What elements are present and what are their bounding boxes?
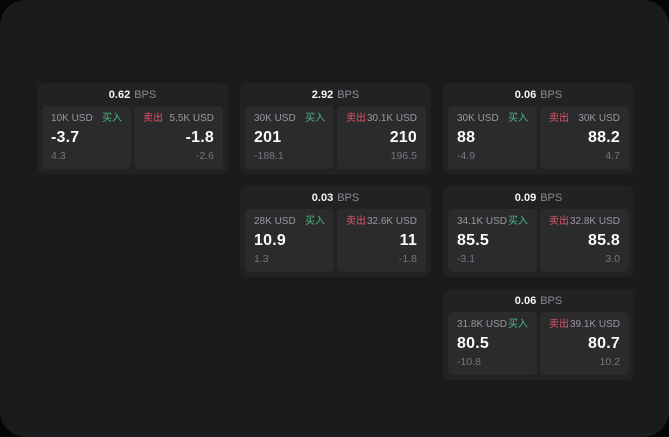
sell-secondary-value: 4.7 — [605, 150, 620, 162]
quote-panels: 28K USD 买入 10.9 1.3 卖出 32.6K USD 11 -1.8 — [245, 209, 426, 272]
bps-value: 0.06 — [514, 89, 537, 101]
buy-secondary-value: -3.1 — [457, 253, 476, 265]
bps-unit-label: BPS — [540, 89, 563, 101]
bps-unit-label: BPS — [540, 295, 563, 307]
sell-side-label: 卖出 — [346, 113, 366, 124]
bps-unit-label: BPS — [337, 192, 360, 204]
quote-card: 0.06 BPS 31.8K USD 买入 80.5 -10.8 卖出 39.1… — [443, 289, 634, 380]
bps-header: 0.09 BPS — [448, 186, 629, 209]
bps-header: 0.03 BPS — [245, 186, 426, 209]
bps-header: 0.06 BPS — [448, 83, 629, 106]
buy-secondary-value: -188.1 — [254, 150, 284, 162]
quote-cards-grid: 0.62 BPS 10K USD 买入 -3.7 4.3 卖出 5.5K USD… — [37, 83, 634, 380]
buy-quote-tile[interactable]: 31.8K USD 买入 80.5 -10.8 — [448, 312, 537, 375]
sell-quote-tile[interactable]: 卖出 5.5K USD -1.8 -2.6 — [134, 106, 223, 169]
sell-price: 80.7 — [588, 334, 620, 352]
bps-unit-label: BPS — [134, 89, 157, 101]
sell-amount: 32.6K USD — [366, 216, 417, 227]
quote-panels: 34.1K USD 买入 85.5 -3.1 卖出 32.8K USD 85.8… — [448, 209, 629, 272]
buy-amount: 28K USD — [254, 216, 296, 227]
sell-amount: 39.1K USD — [569, 319, 620, 330]
sell-amount: 30.1K USD — [366, 113, 417, 124]
bps-value: 0.06 — [514, 295, 537, 307]
sell-secondary-value: 3.0 — [605, 253, 620, 265]
buy-quote-tile[interactable]: 28K USD 买入 10.9 1.3 — [245, 209, 334, 272]
buy-quote-tile[interactable]: 30K USD 买入 201 -188.1 — [245, 106, 334, 169]
sell-secondary-value: 196.5 — [390, 150, 417, 162]
sell-secondary-value: -1.8 — [398, 253, 417, 265]
quote-panels: 31.8K USD 买入 80.5 -10.8 卖出 39.1K USD 80.… — [448, 312, 629, 375]
sell-secondary-value: 10.2 — [599, 356, 620, 368]
buy-secondary-value: 1.3 — [254, 253, 269, 265]
quote-card: 0.06 BPS 30K USD 买入 88 -4.9 卖出 30K USD 8… — [443, 83, 634, 174]
buy-price: -3.7 — [51, 128, 80, 146]
bps-unit-label: BPS — [337, 89, 360, 101]
buy-amount: 31.8K USD — [457, 319, 508, 330]
sell-side-label: 卖出 — [549, 113, 569, 124]
sell-quote-tile[interactable]: 卖出 32.8K USD 85.8 3.0 — [540, 209, 629, 272]
buy-price: 10.9 — [254, 231, 286, 249]
sell-side-label: 卖出 — [549, 319, 569, 330]
sell-amount: 32.8K USD — [569, 216, 620, 227]
sell-amount: 5.5K USD — [169, 113, 214, 124]
bps-value: 0.09 — [514, 192, 537, 204]
buy-side-label: 买入 — [102, 113, 122, 124]
buy-side-label: 买入 — [305, 113, 325, 124]
quote-card: 2.92 BPS 30K USD 买入 201 -188.1 卖出 30.1K … — [240, 83, 431, 174]
bps-header: 2.92 BPS — [245, 83, 426, 106]
sell-side-label: 卖出 — [143, 113, 163, 124]
sell-quote-tile[interactable]: 卖出 32.6K USD 11 -1.8 — [337, 209, 426, 272]
sell-price: 85.8 — [588, 231, 620, 249]
buy-side-label: 买入 — [508, 113, 528, 124]
buy-amount: 30K USD — [254, 113, 296, 124]
buy-quote-tile[interactable]: 30K USD 买入 88 -4.9 — [448, 106, 537, 169]
buy-quote-tile[interactable]: 34.1K USD 买入 85.5 -3.1 — [448, 209, 537, 272]
sell-quote-tile[interactable]: 卖出 39.1K USD 80.7 10.2 — [540, 312, 629, 375]
quote-panels: 30K USD 买入 88 -4.9 卖出 30K USD 88.2 4.7 — [448, 106, 629, 169]
sell-price: 210 — [389, 128, 417, 146]
buy-secondary-value: -4.9 — [457, 150, 476, 162]
buy-side-label: 买入 — [305, 216, 325, 227]
quote-panels: 30K USD 买入 201 -188.1 卖出 30.1K USD 210 1… — [245, 106, 426, 169]
buy-side-label: 买入 — [508, 319, 528, 330]
bps-value: 0.62 — [108, 89, 131, 101]
buy-amount: 34.1K USD — [457, 216, 508, 227]
buy-price: 80.5 — [457, 334, 489, 352]
quote-card: 0.03 BPS 28K USD 买入 10.9 1.3 卖出 32.6K US… — [240, 186, 431, 277]
sell-side-label: 卖出 — [346, 216, 366, 227]
buy-price: 88 — [457, 128, 476, 146]
bps-header: 0.06 BPS — [448, 289, 629, 312]
bps-value: 2.92 — [311, 89, 334, 101]
buy-price: 85.5 — [457, 231, 489, 249]
sell-quote-tile[interactable]: 卖出 30K USD 88.2 4.7 — [540, 106, 629, 169]
buy-price: 201 — [254, 128, 282, 146]
buy-secondary-value: -10.8 — [457, 356, 481, 368]
sell-side-label: 卖出 — [549, 216, 569, 227]
sell-secondary-value: -2.6 — [195, 150, 214, 162]
quote-card: 0.09 BPS 34.1K USD 买入 85.5 -3.1 卖出 32.8K… — [443, 186, 634, 277]
bps-unit-label: BPS — [540, 192, 563, 204]
bps-header: 0.62 BPS — [42, 83, 223, 106]
buy-secondary-value: 4.3 — [51, 150, 66, 162]
buy-amount: 30K USD — [457, 113, 499, 124]
sell-amount: 30K USD — [578, 113, 620, 124]
buy-side-label: 买入 — [508, 216, 528, 227]
buy-amount: 10K USD — [51, 113, 93, 124]
sell-price: 11 — [399, 231, 417, 249]
quote-panels: 10K USD 买入 -3.7 4.3 卖出 5.5K USD -1.8 -2.… — [42, 106, 223, 169]
sell-price: 88.2 — [588, 128, 620, 146]
bps-value: 0.03 — [311, 192, 334, 204]
sell-price: -1.8 — [185, 128, 214, 146]
sell-quote-tile[interactable]: 卖出 30.1K USD 210 196.5 — [337, 106, 426, 169]
buy-quote-tile[interactable]: 10K USD 买入 -3.7 4.3 — [42, 106, 131, 169]
quote-card: 0.62 BPS 10K USD 买入 -3.7 4.3 卖出 5.5K USD… — [37, 83, 228, 174]
